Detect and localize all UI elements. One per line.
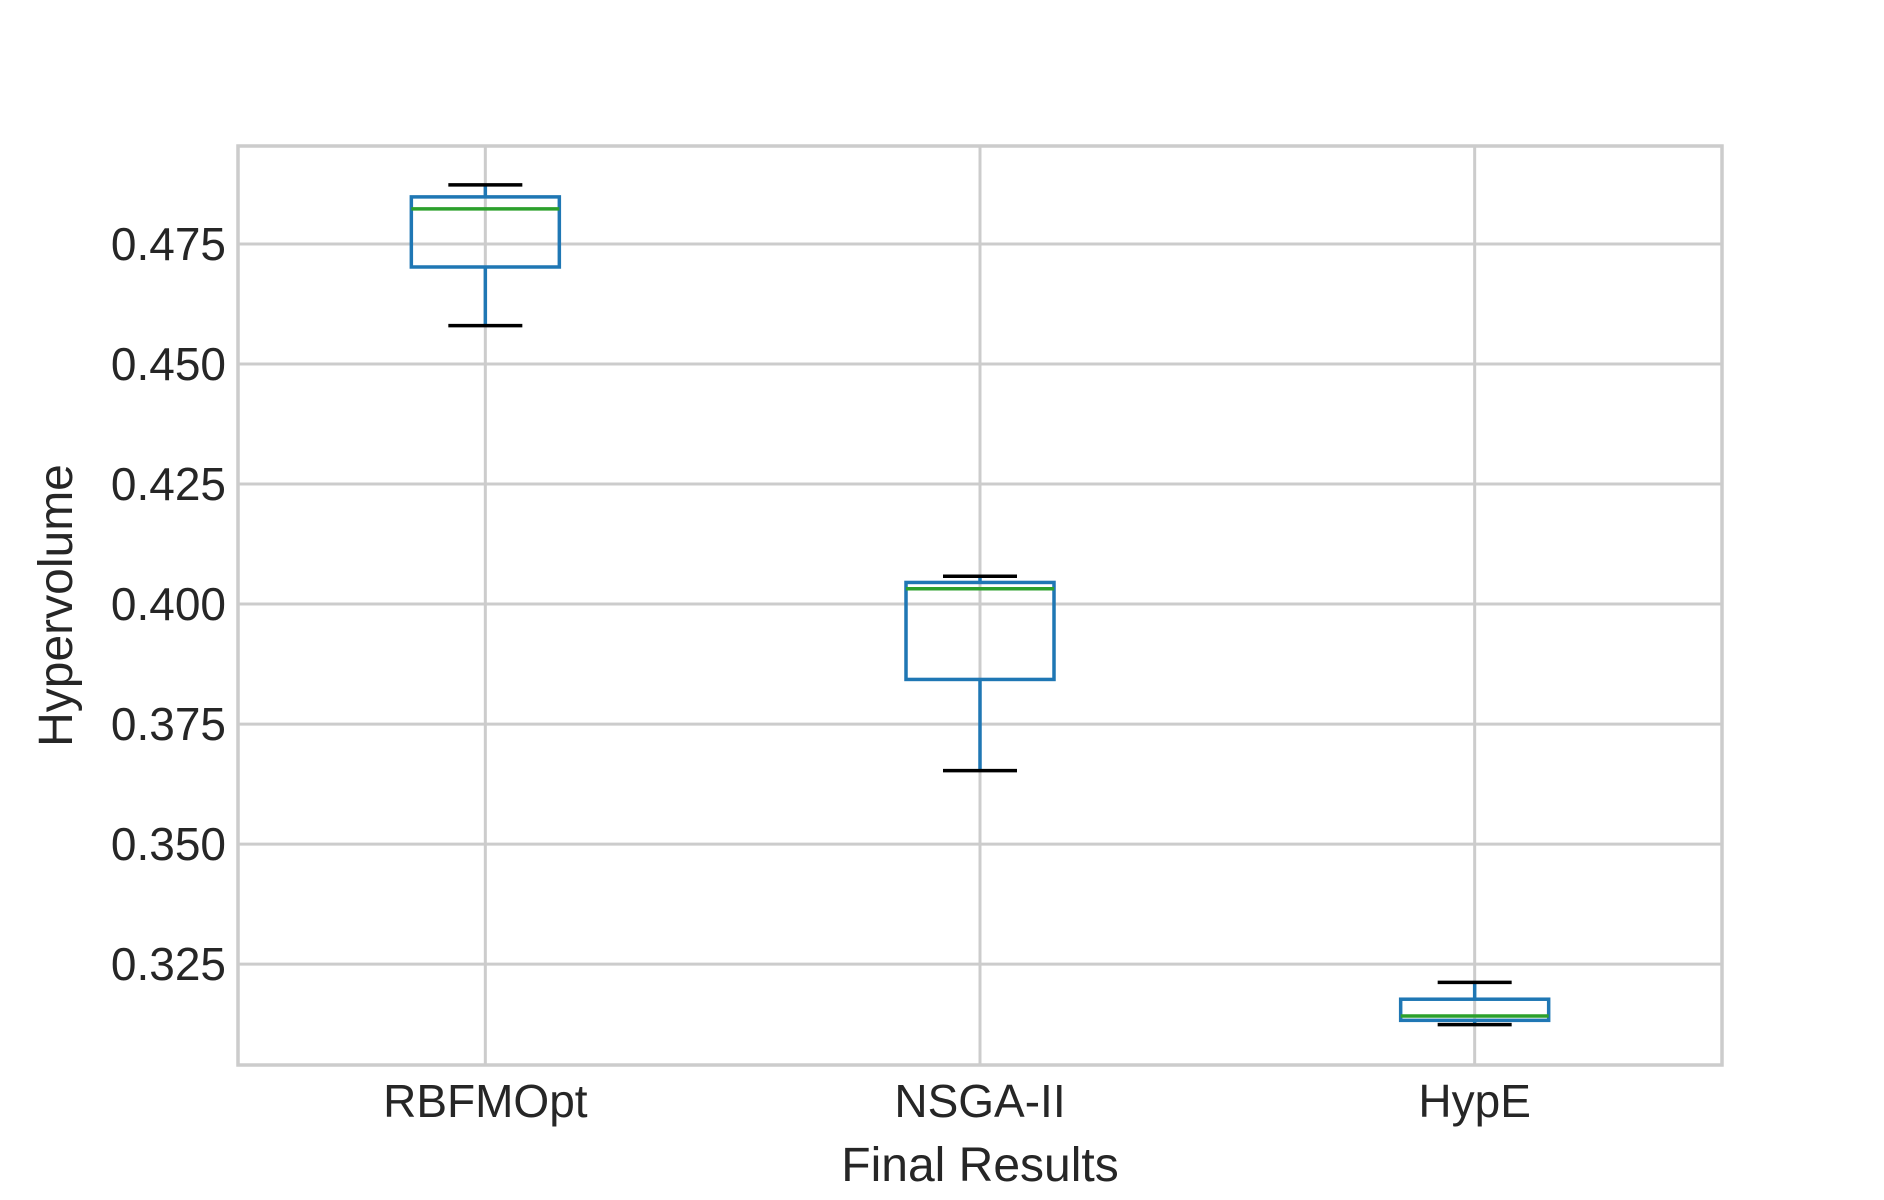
iqr-box — [904, 580, 1056, 682]
y-tick-label: 0.325 — [111, 938, 226, 990]
grid-layer — [238, 146, 1722, 1065]
x-tick-label: RBFMOpt — [383, 1075, 588, 1127]
y-tick-label: 0.475 — [111, 218, 226, 270]
y-tick-label: 0.375 — [111, 698, 226, 750]
y-tick-label: 0.450 — [111, 338, 226, 390]
y-tick-labels: 0.325 0.350 0.375 0.400 0.425 0.450 0.475 — [111, 218, 226, 990]
x-tick-label: NSGA-II — [894, 1075, 1065, 1127]
box-layer — [409, 183, 1551, 1027]
box-group — [904, 574, 1056, 773]
iqr-box — [1398, 997, 1551, 1023]
y-tick-label: 0.425 — [111, 458, 226, 510]
y-tick-label: 0.400 — [111, 578, 226, 630]
x-tick-labels: RBFMOpt NSGA-II HypE — [383, 1075, 1531, 1127]
box-group — [1398, 980, 1551, 1027]
x-tick-label: HypE — [1418, 1075, 1530, 1127]
plot-area-frame — [236, 144, 1724, 1067]
y-axis-label: Hypervolume — [30, 464, 83, 747]
y-tick-label: 0.350 — [111, 818, 226, 870]
iqr-box — [409, 195, 562, 269]
box-group — [409, 183, 562, 328]
x-axis-label: Final Results — [841, 1139, 1118, 1192]
